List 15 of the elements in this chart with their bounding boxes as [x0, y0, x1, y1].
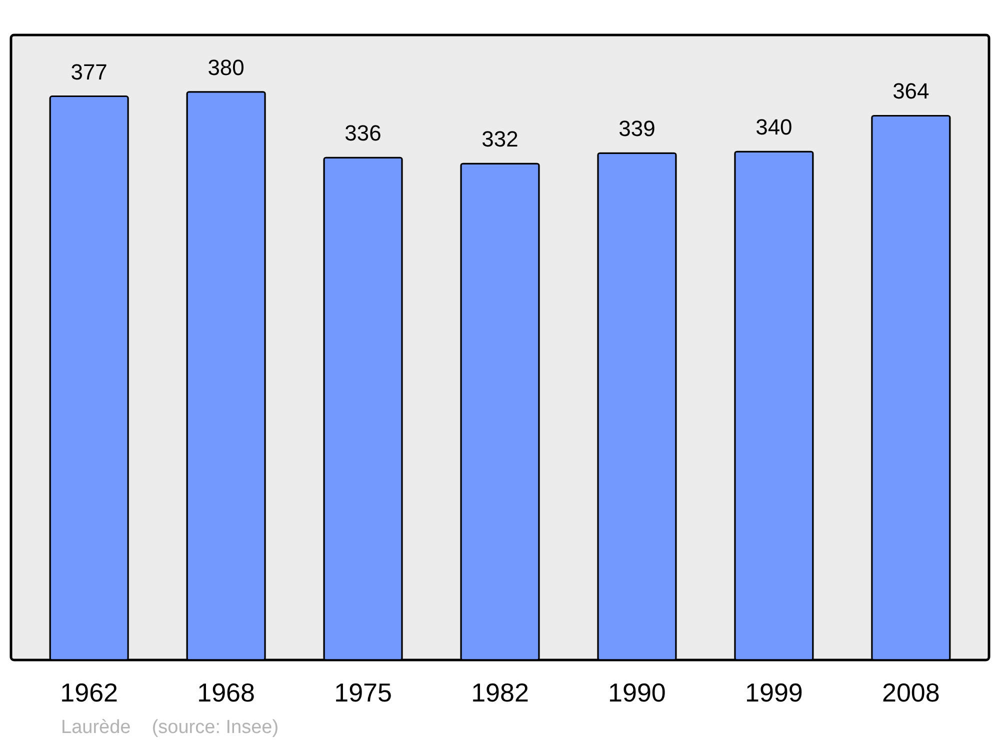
- text: Laurède (source: Insee): [61, 717, 279, 739]
- x-tick-label: 1990: [608, 678, 666, 708]
- data-label: 377: [70, 59, 108, 84]
- x-tick-label: 1968: [197, 678, 255, 708]
- x-tick-label: 1982: [471, 678, 529, 708]
- data-label: 364: [892, 78, 930, 104]
- data-label: 339: [618, 116, 656, 142]
- x-tick-label: 1975: [334, 678, 392, 708]
- data-label: 332: [482, 126, 518, 152]
- data-label: 380: [208, 54, 244, 80]
- x-tick-label: 2008: [882, 678, 940, 708]
- data-label: 340: [756, 114, 792, 140]
- data-label: 336: [344, 120, 382, 146]
- x-tick-label: 1999: [745, 678, 803, 708]
- x-tick-label: 1962: [60, 678, 118, 708]
